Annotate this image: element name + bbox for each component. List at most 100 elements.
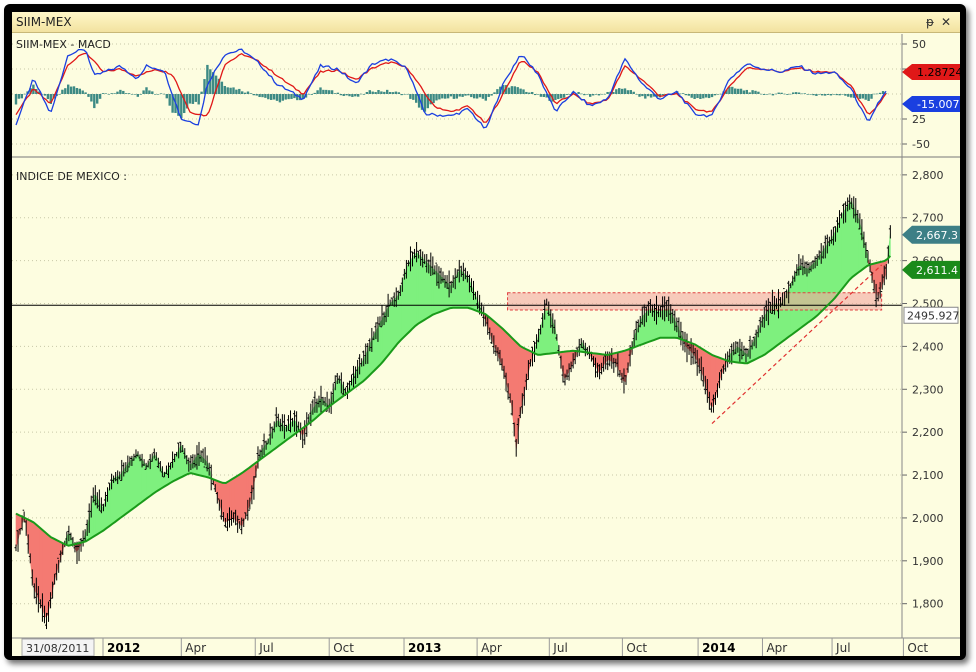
macd-histogram-bar — [246, 91, 250, 94]
macd-histogram-bar — [345, 94, 348, 96]
macd-histogram-bar — [151, 91, 154, 94]
price-panel-title: INDICE DE MEXICO : — [16, 170, 127, 183]
macd-value: -15.00757 — [917, 98, 960, 111]
macd-histogram-bar — [528, 92, 531, 94]
macd-histogram-bar — [441, 94, 444, 99]
macd-histogram-bar — [258, 94, 261, 98]
macd-histogram-bar — [745, 89, 748, 94]
price-ma-fill-segment — [416, 251, 420, 326]
macd-histogram-bar — [113, 93, 116, 94]
macd-histogram-bar — [829, 94, 833, 96]
macd-histogram-bar — [803, 93, 806, 94]
macd-y-tick-label: -50 — [912, 138, 930, 151]
macd-histogram-bar — [177, 94, 180, 116]
macd-histogram-bar — [313, 92, 316, 94]
macd-histogram-bar — [348, 94, 351, 97]
macd-histogram-bar — [333, 93, 337, 94]
x-tick-label: Apr — [481, 641, 502, 655]
chart-canvas[interactable]: SIIM-MEX - MACD 502525-50 1.28724 -15.00… — [12, 32, 960, 656]
x-tick-label: Apr — [766, 641, 787, 655]
macd-histogram-bar — [690, 94, 693, 98]
macd-histogram-bar — [531, 91, 534, 94]
macd-histogram-bar — [626, 90, 630, 94]
price-y-tick-label: 2,300 — [912, 383, 944, 396]
macd-histogram-bar — [238, 88, 241, 94]
macd-histogram-bar — [17, 94, 21, 99]
macd-value-badge: -15.00757 — [902, 96, 960, 112]
macd-histogram-bar — [270, 94, 273, 100]
macd-histogram-bar — [452, 94, 456, 99]
macd-histogram-bar — [29, 88, 32, 94]
macd-histogram-bar — [156, 94, 160, 95]
price-ma-fill-segment — [710, 353, 714, 408]
macd-histogram-bar — [620, 88, 624, 94]
macd-histogram-bar — [14, 94, 18, 105]
macd-histogram-bar — [61, 89, 64, 94]
macd-histogram-bar — [191, 94, 195, 104]
macd-histogram-bar — [374, 92, 377, 94]
price-ma-fill-segment — [846, 202, 850, 285]
macd-histogram-bar — [20, 94, 23, 99]
x-tick-label: Oct — [626, 641, 647, 655]
macd-histogram-bar — [23, 93, 26, 95]
macd-histogram-bar — [594, 94, 598, 95]
macd-histogram-bar — [322, 89, 325, 94]
x-tick-label: Oct — [907, 641, 928, 655]
price-ma-fill-segment — [812, 261, 816, 320]
price-ma-fill-segment — [44, 531, 48, 618]
macd-histogram-bar — [435, 94, 438, 101]
macd-histogram-bar — [687, 94, 690, 96]
close-icon[interactable]: ✕ — [940, 15, 952, 29]
macd-histogram-bar — [490, 94, 493, 96]
macd-y-tick-label: 50 — [912, 38, 926, 51]
macd-histogram-bar — [719, 93, 722, 95]
macd-histogram-bar — [864, 94, 867, 100]
window-title: SIIM-MEX — [16, 15, 72, 29]
macd-histogram-bar — [591, 94, 595, 96]
chart-window: SIIM-MEX ᵽ ✕ SIIM-MEX - MACD 502525-50 1… — [12, 12, 960, 656]
macd-histogram-bar — [293, 94, 296, 99]
macd-histogram-bar — [154, 94, 157, 95]
macd-histogram-bar — [380, 91, 383, 94]
macd-histogram-bar — [255, 94, 258, 96]
macd-histogram-bar — [69, 86, 73, 94]
macd-histogram-bar — [589, 94, 592, 97]
macd-histogram-bar — [879, 92, 882, 94]
macd-histogram-bar — [261, 94, 264, 98]
macd-histogram-bar — [40, 93, 44, 95]
macd-histogram-bar — [188, 94, 192, 104]
macd-histogram-bar — [43, 94, 47, 96]
macd-histogram-bar — [183, 94, 186, 114]
macd-histogram-bar — [725, 89, 728, 94]
macd-histogram-bar — [354, 94, 357, 97]
price-ma-fill-segment — [241, 470, 245, 527]
macd-histogram-bar — [792, 92, 795, 94]
macd-histogram-bar — [235, 89, 238, 94]
macd-histogram-bar — [502, 84, 505, 94]
macd-histogram-bar — [699, 94, 702, 99]
macd-histogram-bar — [760, 93, 763, 95]
macd-histogram-bar — [226, 87, 229, 94]
macd-histogram-bar — [757, 91, 760, 94]
macd-histogram-bar — [81, 90, 84, 94]
macd-histogram-bar — [386, 89, 389, 94]
macd-histogram-bar — [400, 94, 403, 96]
macd-histogram-bar — [383, 91, 386, 94]
pin-icon[interactable]: ᵽ — [925, 15, 934, 29]
macd-histogram-bar — [600, 93, 603, 95]
macd-histogram-bar — [449, 94, 453, 97]
macd-histogram-bar — [484, 94, 487, 101]
macd-histogram-bar — [72, 86, 76, 94]
macd-histogram-bar — [200, 91, 203, 94]
window-titlebar[interactable]: SIIM-MEX ᵽ ✕ — [12, 12, 960, 33]
macd-histogram-bar — [812, 94, 815, 96]
macd-histogram-bar — [162, 93, 166, 95]
macd-histogram-bar — [481, 94, 485, 99]
macd-histogram-bar — [765, 94, 769, 95]
macd-histogram-bar — [420, 94, 424, 110]
macd-histogram-bar — [748, 92, 751, 94]
macd-histogram-bar — [67, 84, 70, 94]
macd-histogram-bar — [241, 91, 244, 94]
macd-histogram-bar — [107, 94, 110, 95]
macd-signal-value: 1.28724 — [917, 66, 960, 79]
